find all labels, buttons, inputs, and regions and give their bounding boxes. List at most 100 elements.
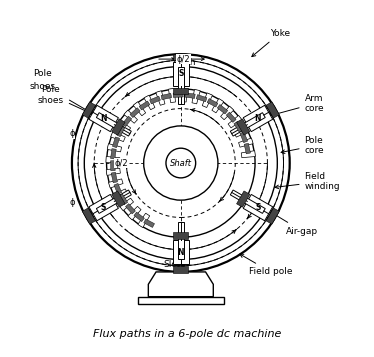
Polygon shape (202, 93, 212, 107)
Polygon shape (148, 272, 213, 297)
Polygon shape (173, 61, 189, 86)
Polygon shape (241, 151, 255, 158)
Polygon shape (226, 112, 236, 122)
Polygon shape (110, 161, 115, 171)
Text: Slots: Slots (163, 241, 186, 268)
Polygon shape (150, 96, 160, 104)
Text: Air-gap: Air-gap (271, 212, 318, 236)
Polygon shape (243, 105, 273, 132)
Polygon shape (144, 219, 154, 227)
Text: Arm
core: Arm core (259, 94, 324, 120)
Polygon shape (112, 191, 125, 207)
Circle shape (84, 66, 278, 260)
Polygon shape (113, 189, 128, 200)
Text: ϕ: ϕ (69, 129, 75, 138)
Text: shoes: shoes (29, 82, 55, 91)
Polygon shape (106, 169, 120, 175)
Polygon shape (107, 144, 122, 152)
Polygon shape (266, 208, 279, 224)
Text: N: N (100, 114, 107, 123)
Text: Flux paths in a 6-pole dc machine: Flux paths in a 6-pole dc machine (93, 329, 281, 339)
Polygon shape (139, 101, 150, 110)
Polygon shape (178, 222, 184, 259)
Polygon shape (178, 67, 184, 104)
Polygon shape (111, 172, 117, 183)
Polygon shape (221, 106, 234, 120)
Text: S: S (101, 203, 106, 212)
Text: Shaft: Shaft (170, 159, 192, 167)
Text: ϕ: ϕ (69, 198, 75, 207)
Polygon shape (138, 213, 150, 227)
Polygon shape (126, 204, 135, 214)
Text: ϕ/2: ϕ/2 (114, 159, 128, 167)
Polygon shape (161, 94, 172, 100)
Polygon shape (106, 156, 120, 162)
Polygon shape (130, 108, 140, 117)
Polygon shape (108, 179, 123, 188)
Polygon shape (116, 126, 125, 137)
Polygon shape (196, 95, 207, 102)
Polygon shape (156, 91, 165, 105)
Polygon shape (124, 110, 138, 123)
Circle shape (166, 148, 196, 178)
Polygon shape (133, 102, 146, 116)
Polygon shape (89, 105, 119, 132)
Polygon shape (240, 132, 248, 143)
Text: S: S (178, 70, 184, 79)
Polygon shape (207, 99, 218, 107)
Polygon shape (82, 208, 96, 224)
Polygon shape (89, 195, 119, 221)
Text: S: S (255, 203, 261, 212)
Polygon shape (217, 105, 228, 114)
Polygon shape (174, 232, 188, 238)
Polygon shape (113, 137, 120, 148)
Polygon shape (134, 212, 144, 222)
Text: Yoke: Yoke (252, 29, 290, 57)
Polygon shape (174, 54, 188, 60)
Polygon shape (168, 89, 175, 102)
Polygon shape (112, 119, 125, 135)
Polygon shape (230, 190, 265, 213)
Polygon shape (138, 297, 224, 304)
Polygon shape (128, 206, 141, 220)
Text: Pole
core: Pole core (281, 136, 324, 155)
Text: ϕ/2: ϕ/2 (177, 55, 190, 64)
Text: N: N (255, 114, 261, 123)
Polygon shape (111, 131, 125, 142)
Polygon shape (181, 88, 187, 102)
Polygon shape (174, 87, 188, 94)
Polygon shape (228, 115, 242, 128)
Text: Pole
shoes: Pole shoes (38, 85, 93, 115)
Text: Field
winding: Field winding (275, 172, 340, 191)
Polygon shape (266, 102, 279, 118)
Polygon shape (237, 119, 250, 135)
Polygon shape (243, 195, 273, 221)
Polygon shape (212, 99, 224, 113)
Polygon shape (173, 93, 183, 97)
Polygon shape (122, 116, 132, 127)
Polygon shape (82, 102, 96, 118)
Circle shape (144, 126, 218, 200)
Polygon shape (185, 93, 195, 99)
Polygon shape (96, 113, 131, 136)
Polygon shape (230, 113, 265, 136)
Text: Field pole: Field pole (240, 254, 292, 276)
Text: Teeth: Teeth (171, 57, 196, 81)
Polygon shape (114, 183, 122, 194)
Polygon shape (173, 240, 189, 265)
Polygon shape (116, 120, 131, 132)
Polygon shape (111, 149, 116, 159)
Polygon shape (174, 266, 188, 272)
Polygon shape (244, 143, 251, 154)
Polygon shape (234, 126, 249, 137)
Circle shape (72, 54, 290, 272)
Polygon shape (119, 194, 128, 205)
Polygon shape (192, 89, 200, 104)
Polygon shape (144, 95, 155, 110)
Text: Pole: Pole (33, 70, 52, 79)
Polygon shape (239, 138, 253, 147)
Polygon shape (96, 190, 131, 213)
Polygon shape (119, 198, 134, 211)
Circle shape (107, 89, 255, 237)
Polygon shape (234, 121, 243, 132)
